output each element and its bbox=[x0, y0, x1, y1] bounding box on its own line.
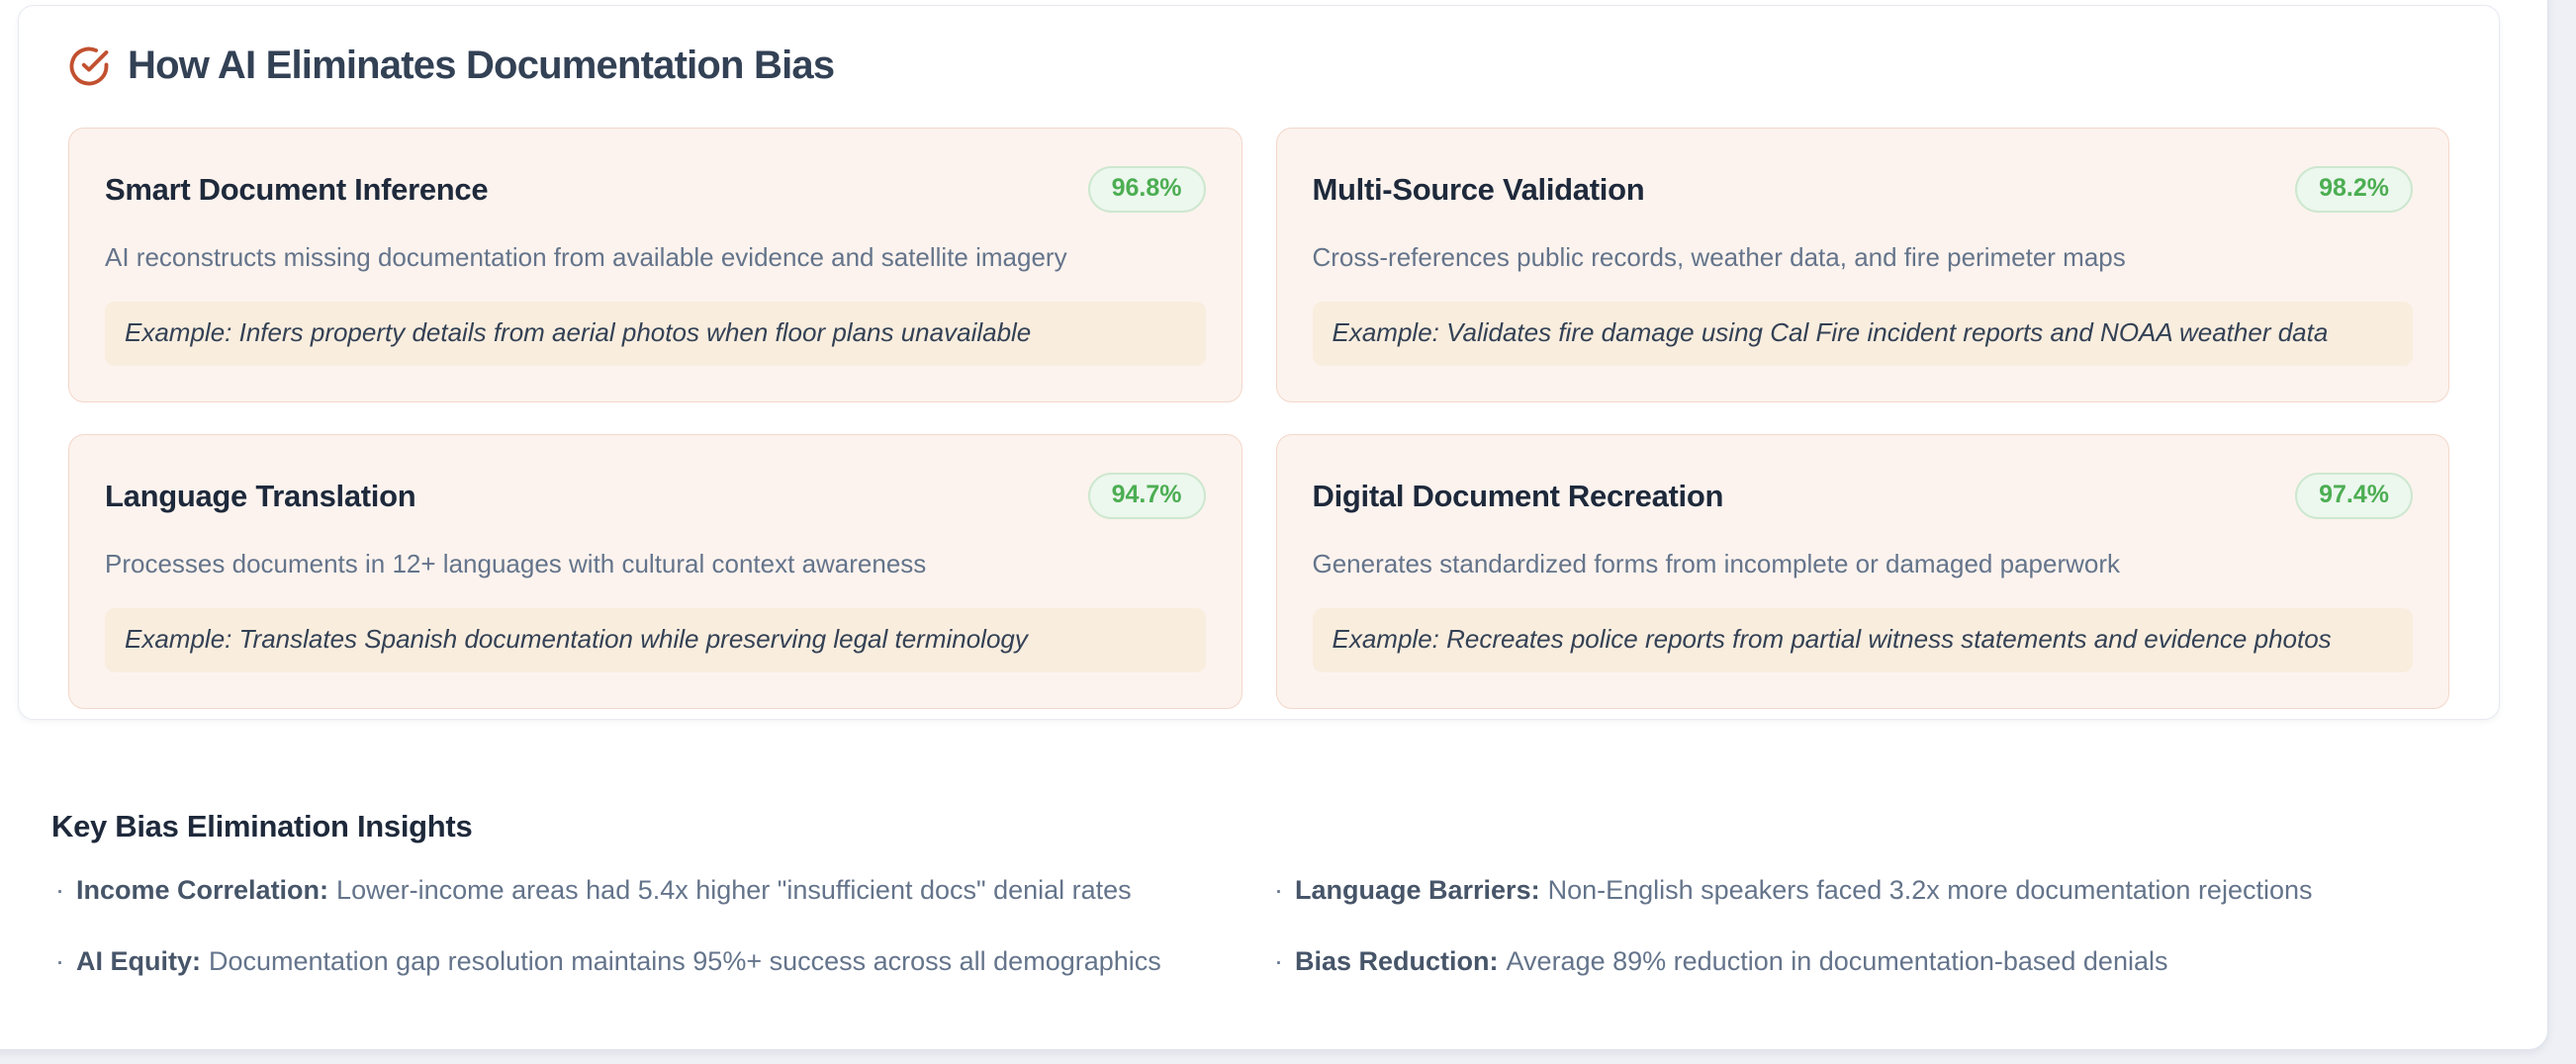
check-circle-icon bbox=[68, 45, 110, 87]
insight-text: Non-English speakers faced 3.2x more doc… bbox=[1547, 875, 2313, 905]
method-card-header: Language Translation 94.7% bbox=[105, 473, 1206, 519]
method-card-smart-document-inference: Smart Document Inference 96.8% AI recons… bbox=[68, 128, 1242, 402]
method-description: Cross-references public records, weather… bbox=[1312, 242, 2126, 272]
bullet-dot: · bbox=[55, 945, 64, 976]
documentation-bias-section: How AI Eliminates Documentation Bias Sma… bbox=[18, 5, 2500, 720]
insight-income-correlation: · Income Correlation: Lower-income areas h… bbox=[55, 875, 1231, 906]
method-title: Digital Document Recreation bbox=[1312, 478, 1724, 513]
method-example: Example: Translates Spanish documentatio… bbox=[105, 608, 1206, 672]
method-card-header: Digital Document Recreation 97.4% bbox=[1312, 473, 2413, 519]
method-title: Language Translation bbox=[105, 478, 416, 513]
key-insights-section: Key Bias Elimination Insights · Income Co… bbox=[51, 809, 2449, 976]
method-title: Multi-Source Validation bbox=[1312, 171, 1645, 207]
section-header: How AI Eliminates Documentation Bias bbox=[68, 44, 2449, 88]
success-rate-badge: 94.7% bbox=[1087, 473, 1206, 519]
success-rate-badge: 98.2% bbox=[2295, 166, 2413, 213]
method-example: Example: Infers property details from ae… bbox=[105, 302, 1206, 366]
method-card-header: Smart Document Inference 96.8% bbox=[105, 166, 1206, 213]
insight-ai-equity: · AI Equity: Documentation gap resolution … bbox=[55, 945, 1231, 977]
bullet-dot: · bbox=[55, 875, 64, 905]
insight-label: AI Equity: bbox=[76, 945, 201, 976]
insights-grid: · Income Correlation: Lower-income areas h… bbox=[51, 875, 2449, 977]
insights-heading: Key Bias Elimination Insights bbox=[51, 809, 473, 843]
insight-language-barriers: · Language Barriers: Non-English speakers … bbox=[1274, 875, 2449, 906]
method-card-header: Multi-Source Validation 98.2% bbox=[1312, 166, 2413, 213]
method-description: Generates standardized forms from incomp… bbox=[1312, 549, 2121, 578]
insight-label: Language Barriers: bbox=[1295, 875, 1540, 905]
insight-text: Lower-income areas had 5.4x higher "insu… bbox=[336, 875, 1132, 905]
bullet-dot: · bbox=[1274, 875, 1283, 905]
insight-bias-reduction: · Bias Reduction: Average 89% reduction in… bbox=[1274, 945, 2449, 977]
method-description: Processes documents in 12+ languages wit… bbox=[105, 549, 927, 578]
insight-label: Bias Reduction: bbox=[1295, 945, 1499, 976]
method-card-digital-document-recreation: Digital Document Recreation 97.4% Genera… bbox=[1275, 434, 2449, 709]
method-title: Smart Document Inference bbox=[105, 171, 489, 207]
method-cards-grid: Smart Document Inference 96.8% AI recons… bbox=[68, 128, 2449, 709]
insight-label: Income Correlation: bbox=[76, 875, 329, 905]
method-example: Example: Recreates police reports from p… bbox=[1312, 608, 2413, 672]
method-example: Example: Validates fire damage using Cal… bbox=[1312, 302, 2413, 366]
bullet-dot: · bbox=[1274, 945, 1283, 976]
method-card-language-translation: Language Translation 94.7% Processes doc… bbox=[68, 434, 1242, 709]
method-description: AI reconstructs missing documentation fr… bbox=[105, 242, 1067, 272]
page-title: How AI Eliminates Documentation Bias bbox=[128, 44, 835, 87]
method-card-multi-source-validation: Multi-Source Validation 98.2% Cross-refe… bbox=[1275, 128, 2449, 402]
success-rate-badge: 96.8% bbox=[1087, 166, 1206, 213]
insight-text: Documentation gap resolution maintains 9… bbox=[209, 945, 1161, 976]
success-rate-badge: 97.4% bbox=[2295, 473, 2413, 519]
insight-text: Average 89% reduction in documentation-b… bbox=[1506, 945, 2168, 976]
